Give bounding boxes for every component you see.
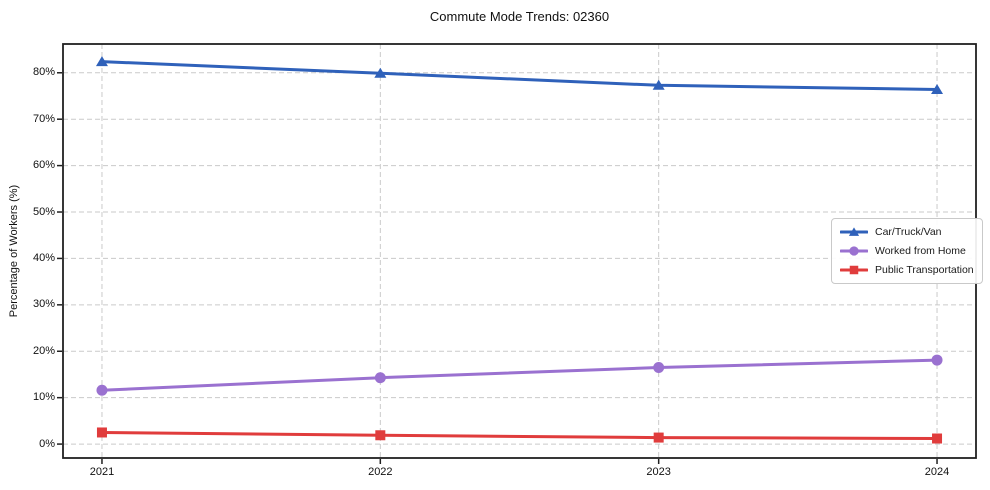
x-tick-label: 2021 [89, 466, 115, 478]
data-point-circle-marker [931, 354, 943, 366]
series-line [100, 358, 939, 392]
data-point-square-marker [932, 433, 943, 444]
data-point-square-marker [375, 430, 386, 441]
legend-entry: Worked from Home [840, 244, 974, 258]
data-point-square-marker [849, 265, 859, 275]
data-point-circle-marker [653, 361, 665, 373]
x-tick-label: 2023 [646, 466, 671, 478]
legend-label: Worked from Home [875, 245, 966, 257]
data-point-triangle-marker [95, 56, 108, 67]
y-tick-label: 80% [32, 66, 55, 79]
data-point-circle-marker [849, 246, 859, 256]
legend-circle-swatch-icon [840, 246, 868, 256]
data-point-triangle-marker [374, 67, 387, 78]
data-point-circle-marker [374, 372, 386, 384]
legend-square-swatch-icon [840, 265, 868, 275]
data-point-triangle-marker [652, 79, 665, 90]
legend-label: Public Transportation [875, 264, 974, 276]
y-tick-label: 0% [39, 437, 55, 450]
data-point-square-marker [96, 427, 107, 438]
data-point-square-marker [653, 432, 664, 443]
legend: Car/Truck/Van Worked from Home Public Tran… [831, 218, 983, 284]
data-point-triangle-marker [848, 227, 860, 236]
plot-area [57, 43, 977, 464]
legend-label: Car/Truck/Van [875, 226, 942, 238]
legend-triangle-swatch-icon [840, 227, 868, 236]
legend-entry: Public Transportation [840, 263, 974, 277]
data-point-triangle-marker [931, 83, 944, 94]
y-tick-label: 60% [32, 159, 55, 172]
y-tick-label: 70% [32, 112, 55, 125]
x-tick-label: 2022 [368, 466, 393, 478]
y-axis-label: Percentage of Workers (%) [8, 184, 20, 318]
series-line [100, 430, 939, 441]
y-tick-label: 10% [32, 391, 55, 404]
chart-svg [57, 43, 977, 464]
y-tick-label: 20% [32, 344, 55, 357]
chart-title: Commute Mode Trends: 02360 [429, 9, 610, 24]
legend-entry: Car/Truck/Van [840, 225, 974, 239]
x-tick-label: 2024 [924, 466, 950, 478]
data-point-circle-marker [96, 384, 108, 396]
series-line [100, 60, 939, 91]
